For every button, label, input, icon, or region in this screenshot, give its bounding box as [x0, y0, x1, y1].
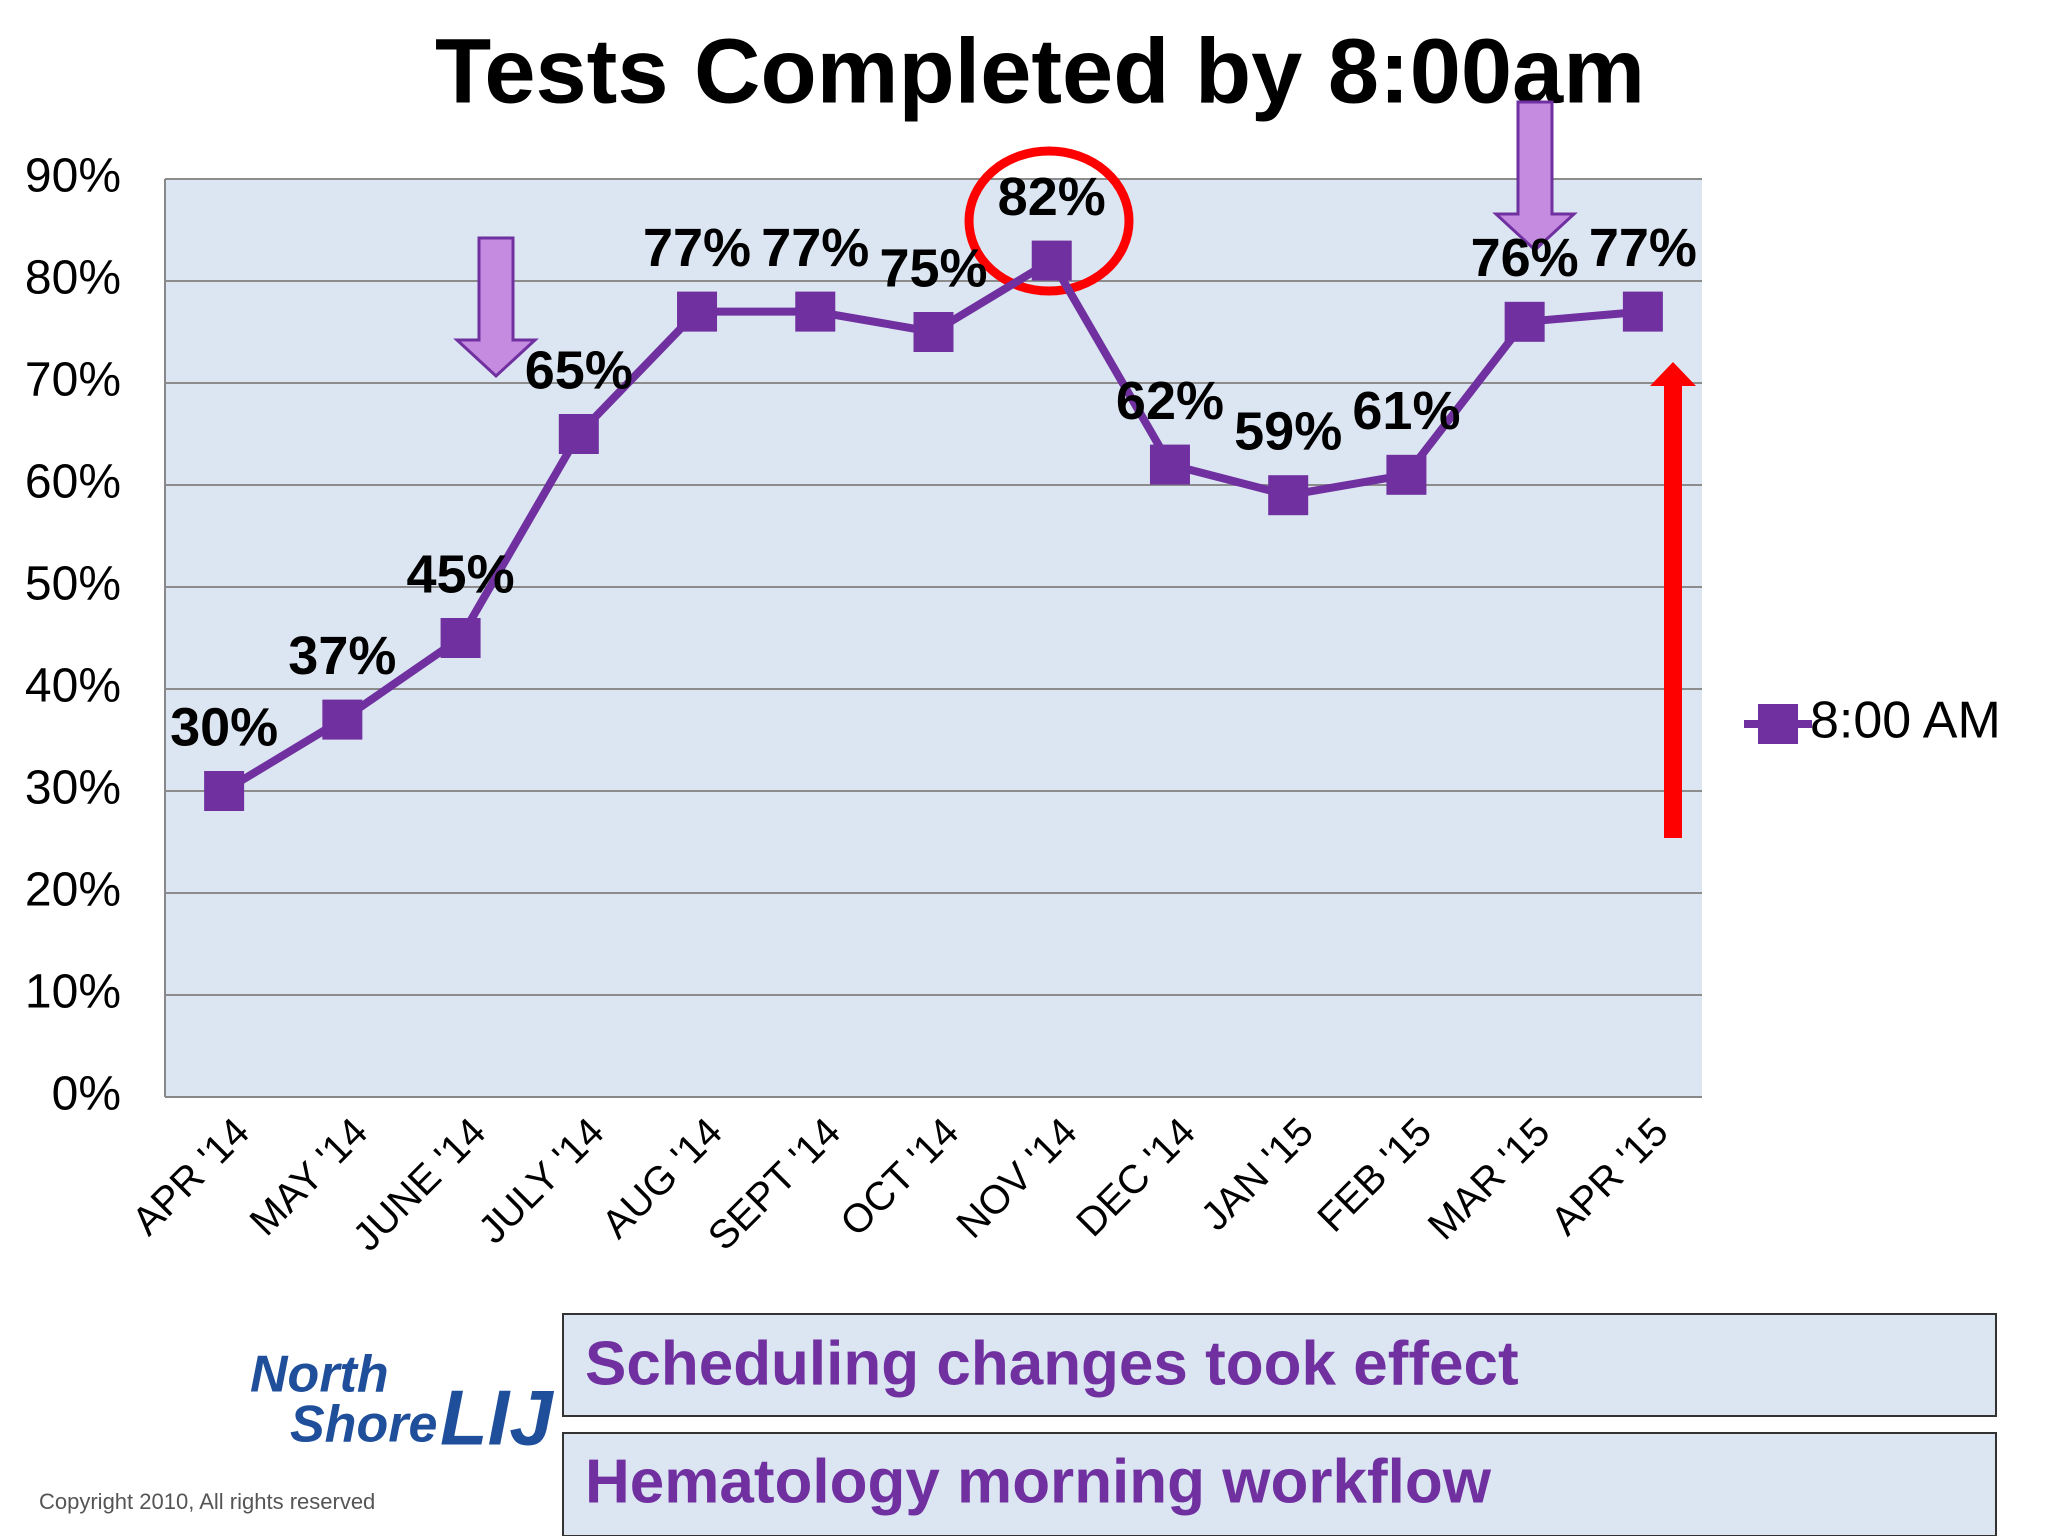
logo: North Shore LIJ	[250, 1346, 554, 1462]
logo-text: LIJ	[440, 1374, 554, 1462]
x-tick-label: SEPT '14	[700, 1110, 849, 1259]
data-label: 59%	[1234, 401, 1342, 461]
x-tick-label: NOV '14	[948, 1110, 1085, 1247]
x-tick-label: OCT '14	[832, 1110, 967, 1245]
data-label: 30%	[170, 697, 278, 757]
data-label: 77%	[1589, 218, 1697, 278]
data-label: 76%	[1471, 228, 1579, 288]
y-tick-label: 10%	[25, 966, 121, 1019]
x-tick-label: APR '14	[124, 1110, 258, 1244]
y-tick-label: 40%	[25, 660, 121, 713]
data-point	[1504, 301, 1545, 342]
x-tick-label: FEB '15	[1309, 1110, 1440, 1241]
x-tick-label: JULY '14	[470, 1110, 612, 1252]
chart-title: Tests Completed by 8:00am	[435, 20, 1645, 122]
y-tick-label: 60%	[25, 456, 121, 509]
data-point	[558, 414, 599, 454]
callout-text: Hematology morning workflow	[585, 1447, 1492, 1516]
down-arrow	[1492, 100, 1578, 253]
legend-label: 8:00 AM	[1810, 692, 2001, 750]
data-label: 37%	[288, 626, 396, 686]
data-point	[1386, 454, 1427, 495]
data-point	[322, 699, 363, 740]
down-arrow	[453, 236, 539, 379]
data-label: 77%	[761, 218, 869, 278]
data-point	[913, 312, 954, 352]
callout-text: Scheduling changes took effect	[585, 1329, 1519, 1398]
data-point	[1031, 240, 1072, 281]
data-point	[1149, 444, 1190, 485]
data-label: 82%	[998, 167, 1106, 227]
y-tick-label: 80%	[25, 252, 121, 305]
data-label: 65%	[525, 340, 633, 400]
x-tick-label: JAN '15	[1193, 1110, 1322, 1239]
data-point	[677, 291, 718, 332]
y-tick-label: 0%	[52, 1068, 121, 1121]
data-label: 61%	[1352, 381, 1460, 441]
highlight-circle	[964, 146, 1134, 296]
data-point	[204, 771, 245, 811]
y-tick-label: 20%	[25, 864, 121, 917]
y-tick-label: 90%	[25, 150, 121, 203]
data-point	[440, 618, 481, 658]
y-tick-label: 70%	[25, 354, 121, 407]
legend-marker	[1758, 704, 1798, 744]
x-tick-label: MAR '15	[1420, 1110, 1559, 1249]
data-point	[1622, 291, 1663, 332]
data-label: 77%	[643, 218, 751, 278]
data-label: 45%	[407, 544, 515, 604]
x-tick-label: APR '15	[1543, 1110, 1677, 1244]
y-tick-label: 30%	[25, 762, 121, 815]
data-point	[795, 291, 836, 332]
data-point	[1268, 475, 1309, 516]
copyright: Copyright 2010, All rights reserved	[39, 1489, 375, 1514]
logo-text: Shore	[290, 1396, 437, 1454]
callout-box	[562, 1432, 1997, 1536]
data-label: 75%	[879, 238, 987, 298]
y-tick-label: 50%	[25, 558, 121, 611]
x-tick-label: DEC '14	[1068, 1110, 1204, 1246]
callout-box	[562, 1313, 1997, 1417]
logo-text: North	[250, 1346, 389, 1404]
up-arrow	[1650, 362, 1696, 838]
data-label: 62%	[1116, 371, 1224, 431]
